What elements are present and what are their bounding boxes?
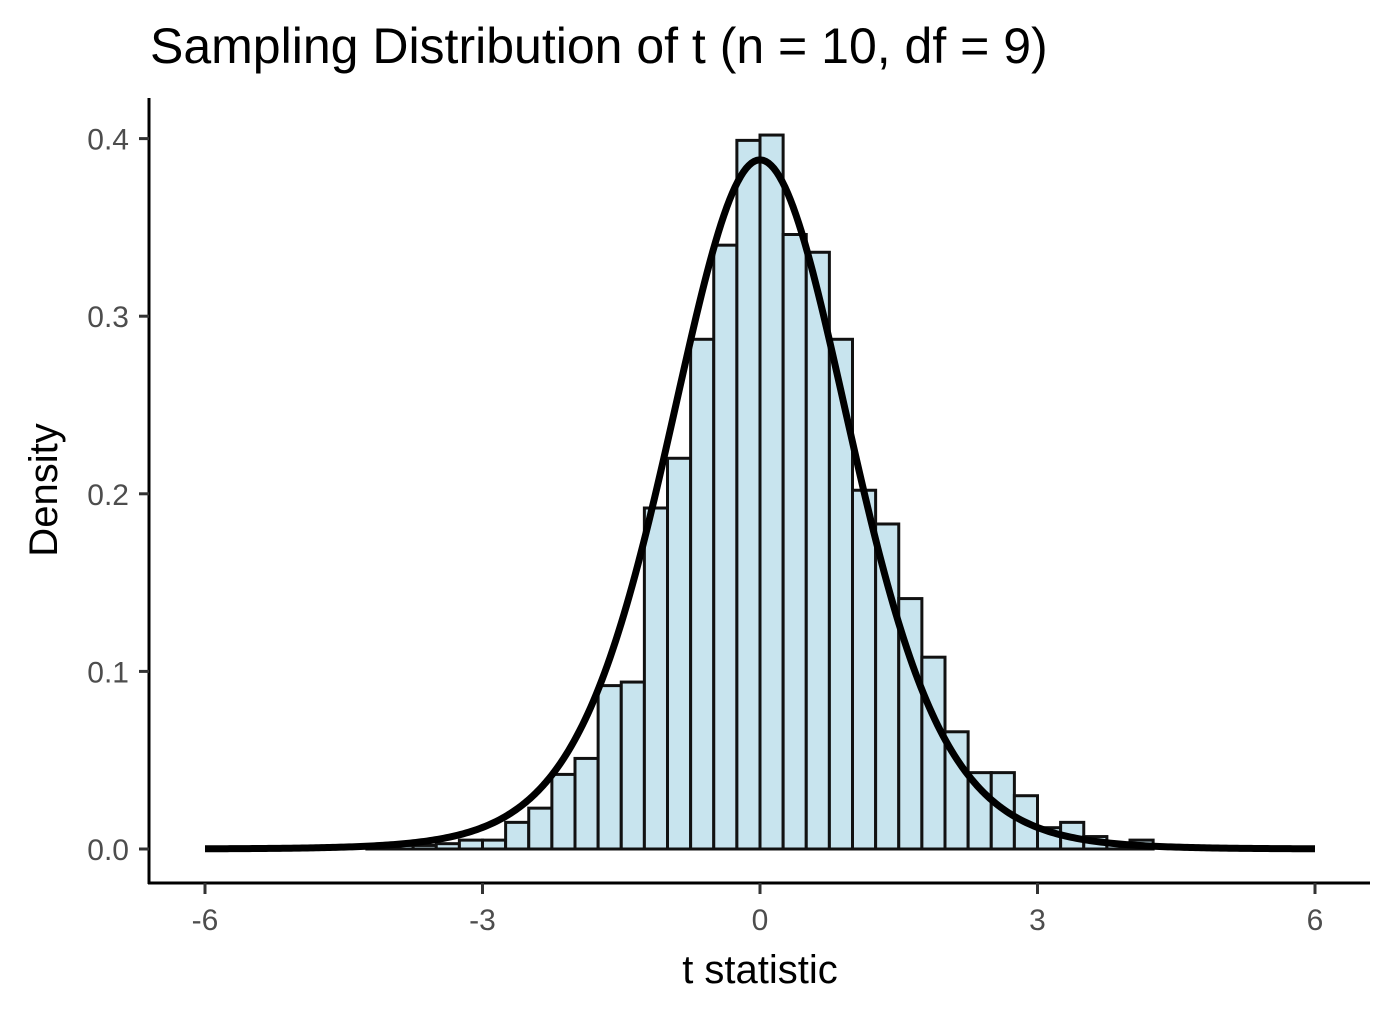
x-tick-label: -3	[469, 904, 496, 937]
x-tick-label: 3	[1029, 904, 1046, 937]
x-axis-ticks: -6 -3 0 3 6	[192, 883, 1324, 937]
y-tick-label: 0.2	[87, 479, 129, 512]
y-axis-ticks: 0.0 0.1 0.2 0.3 0.4	[87, 124, 149, 867]
histogram-bar	[573, 756, 600, 851]
y-tick-label: 0.4	[87, 124, 129, 157]
histogram-bar	[457, 838, 484, 851]
histogram-bar	[781, 233, 808, 851]
histogram-bar	[411, 843, 438, 851]
histogram-bar	[434, 842, 461, 851]
histogram-bar	[851, 488, 878, 851]
y-axis-title: Density	[22, 423, 66, 556]
histogram-bar	[689, 337, 716, 851]
histogram-bar	[735, 138, 762, 851]
chart-title: Sampling Distribution of t (n = 10, df =…	[150, 18, 1048, 74]
y-tick-label: 0.0	[87, 834, 129, 867]
histogram-bar	[481, 838, 508, 851]
histogram-bar	[619, 680, 646, 851]
x-axis-title: t statistic	[682, 948, 838, 992]
x-tick-label: 0	[752, 904, 769, 937]
histogram-bar	[642, 506, 669, 851]
y-tick-label: 0.1	[87, 656, 129, 689]
x-tick-label: 6	[1307, 904, 1324, 937]
histogram-bar	[758, 133, 785, 851]
histogram-bar	[527, 806, 554, 851]
histogram-bar	[920, 655, 947, 851]
x-tick-label: -6	[192, 904, 219, 937]
histogram-bar	[804, 250, 831, 851]
histogram-bar	[550, 772, 577, 851]
histogram-bar	[596, 684, 623, 851]
histogram-bar	[504, 820, 531, 851]
y-tick-label: 0.3	[87, 301, 129, 334]
histogram-bar	[666, 456, 693, 851]
density-curve	[204, 156, 1316, 853]
histogram-bars	[365, 133, 1155, 851]
histogram-bar	[712, 243, 739, 851]
